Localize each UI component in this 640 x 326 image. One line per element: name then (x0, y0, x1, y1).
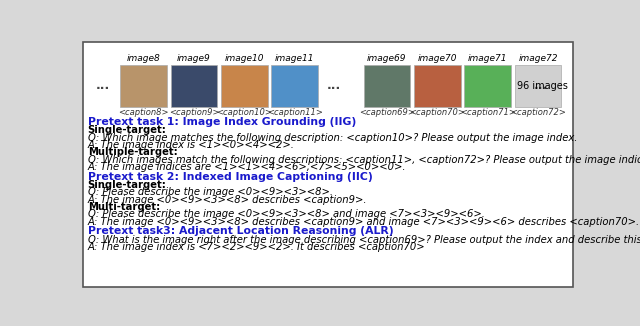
Text: ...: ... (96, 79, 110, 92)
Text: 96 images: 96 images (517, 81, 568, 91)
Text: <caption9>: <caption9> (169, 109, 219, 117)
Text: <caption71>: <caption71> (460, 109, 516, 117)
Text: ...: ... (534, 79, 548, 92)
Text: Q: Please describe the image <0><9><3><8> and image <7><3><9><6>.: Q: Please describe the image <0><9><3><8… (88, 209, 484, 219)
Text: <caption69>: <caption69> (359, 109, 415, 117)
Text: image71: image71 (468, 54, 508, 63)
Text: Q: Which image matches the following description: <caption10>? Please output the: Q: Which image matches the following des… (88, 133, 577, 143)
Text: image69: image69 (367, 54, 406, 63)
Text: image10: image10 (225, 54, 264, 63)
Text: Multi-target:: Multi-target: (88, 202, 160, 212)
Bar (221, 65, 268, 107)
Text: Pretext task 2: Indexed Image Captioning (IIC): Pretext task 2: Indexed Image Captioning… (88, 171, 372, 182)
Text: A: The image index is <7><2><9><2>. It describes <caption70>: A: The image index is <7><2><9><2>. It d… (88, 242, 426, 252)
Text: Q: Please describe the image <0><9><3><8>.: Q: Please describe the image <0><9><3><8… (88, 187, 333, 197)
Text: <caption8>: <caption8> (118, 109, 169, 117)
Text: <caption11>: <caption11> (267, 109, 323, 117)
Text: Single-target:: Single-target: (88, 180, 166, 190)
Text: Pretext task3: Adjacent Location Reasoning (ALR): Pretext task3: Adjacent Location Reasoni… (88, 226, 394, 236)
Text: Q: Which images match the following descriptions: <caption11>, <caption72>? Plea: Q: Which images match the following desc… (88, 155, 640, 165)
Text: <caption70>: <caption70> (410, 109, 465, 117)
Bar (171, 65, 217, 107)
Text: image72: image72 (518, 54, 558, 63)
Text: A: The image <0><9><3><8> describes <caption9> and image <7><3><9><6> describes : A: The image <0><9><3><8> describes <cap… (88, 216, 640, 227)
Bar (364, 65, 410, 107)
Text: image9: image9 (177, 54, 211, 63)
Bar (120, 65, 167, 107)
Text: image11: image11 (275, 54, 314, 63)
Text: A: The image index is <1><0><4><2>.: A: The image index is <1><0><4><2>. (88, 140, 294, 150)
Bar (465, 65, 511, 107)
Text: <caption10>: <caption10> (216, 109, 272, 117)
Text: Pretext task 1: Image Index Grounding (IIG): Pretext task 1: Image Index Grounding (I… (88, 117, 356, 127)
Text: image70: image70 (417, 54, 457, 63)
Text: A: The image <0><9><3><8> describes <caption9>.: A: The image <0><9><3><8> describes <cap… (88, 195, 367, 205)
Bar (515, 65, 561, 107)
Text: <caption72>: <caption72> (510, 109, 566, 117)
Text: Single-target:: Single-target: (88, 126, 166, 135)
Text: Q: What is the image right after the image describing <caption69>? Please output: Q: What is the image right after the ima… (88, 235, 640, 245)
Bar (271, 65, 318, 107)
Text: Multiple-target:: Multiple-target: (88, 147, 177, 157)
Bar (414, 65, 461, 107)
Text: A: The image indices are <1><1><4><6>,<7><5><0><0>.: A: The image indices are <1><1><4><6>,<7… (88, 162, 406, 172)
Text: image8: image8 (127, 54, 161, 63)
Text: ...: ... (327, 79, 341, 92)
